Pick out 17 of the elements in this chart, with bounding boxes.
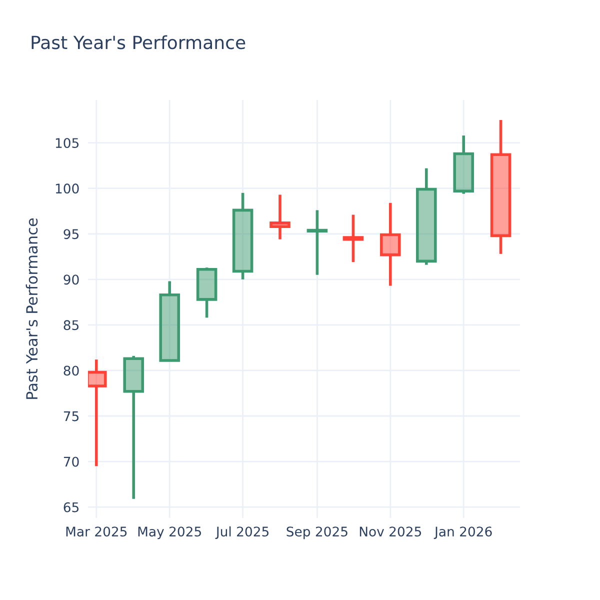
- y-tick-label: 70: [64, 456, 79, 467]
- y-tick-label: 100: [56, 184, 79, 194]
- x-tick-label: Sep 2025: [286, 526, 348, 540]
- chart-title: Past Year's Performance: [32, 35, 246, 50]
- y-tick-label: 65: [64, 502, 79, 512]
- x-tick-label: Jan 2026: [434, 526, 492, 539]
- x-tick-label: Jul 2025: [215, 526, 268, 539]
- y-tick-label: 95: [64, 229, 79, 240]
- y-tick-label: 85: [64, 320, 79, 330]
- y-tick-label: 90: [64, 274, 79, 285]
- y-tick-label: 105: [56, 138, 79, 148]
- y-tick-label: 80: [64, 366, 79, 376]
- y-tick-label: 75: [64, 411, 79, 422]
- x-tick-label: May 2025: [138, 526, 201, 540]
- x-tick-label: Nov 2025: [360, 526, 422, 537]
- y-axis-title: Past Year's Performance: [26, 218, 38, 399]
- x-tick-label: Mar 2025: [66, 526, 127, 537]
